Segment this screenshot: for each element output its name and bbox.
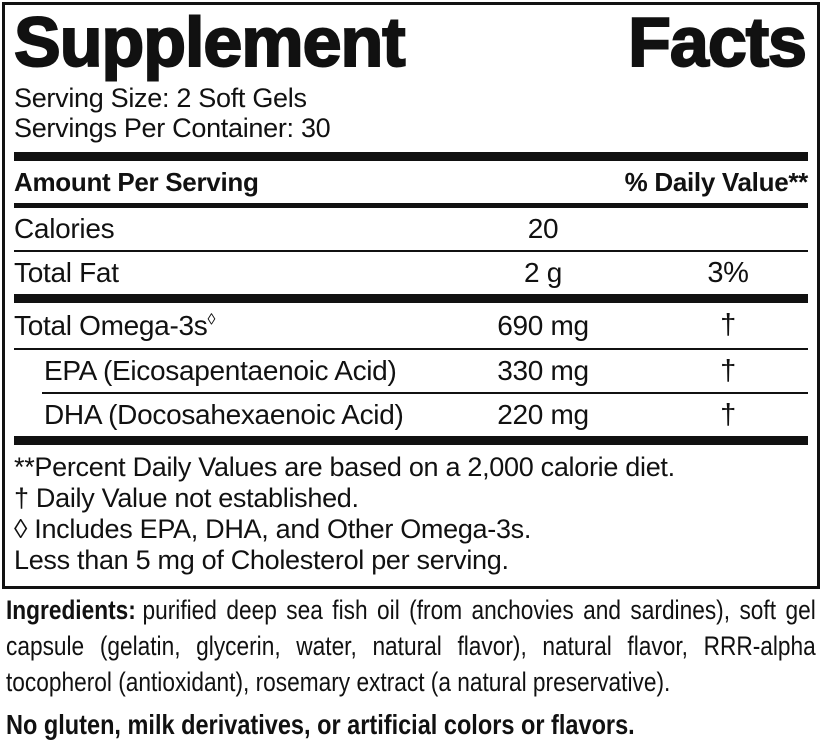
nutrient-amount: 20 [527, 213, 559, 244]
nutrient-daily-value: † [720, 398, 736, 431]
title-word-facts: Facts [627, 3, 808, 81]
divider-thin-indented [42, 392, 808, 394]
ingredients-label: Ingredients: [6, 595, 136, 625]
table-row-dha: DHA (Docosahexaenoic Acid) 220 mg † [14, 394, 808, 436]
divider-thick-top [14, 152, 808, 161]
footnote-dagger: † Daily Value not established. [14, 483, 359, 513]
nutrient-amount: 330 mg [497, 355, 589, 386]
ingredients-text: purified deep sea fish oil (from anchovi… [6, 595, 816, 697]
below-panel-text: Ingredients: purified deep sea fish oil (… [6, 592, 816, 741]
title-word-supplement: Supplement [13, 3, 407, 81]
supplement-facts-panel: Supplement Facts Serving Size: 2 Soft Ge… [2, 2, 820, 589]
footnote-diamond: ◊ Includes EPA, DHA, and Other Omega-3s. [14, 514, 532, 544]
nutrient-name: Total Fat [14, 257, 119, 288]
table-row-epa: EPA (Eicosapentaenoic Acid) 330 mg † [14, 350, 808, 392]
table-header-row: Amount Per Serving % Daily Value** [14, 161, 808, 203]
footnote-cholesterol: Less than 5 mg of Cholesterol per servin… [14, 545, 509, 575]
divider-thin [14, 250, 808, 252]
nutrient-daily-value: † [720, 309, 736, 341]
nutrient-name: Calories [14, 213, 115, 244]
table-row-total-fat: Total Fat 2 g 3% [14, 252, 808, 294]
divider-thick-mid [14, 294, 808, 303]
divider-thick-bottom [14, 436, 808, 445]
ingredients-paragraph: Ingredients: purified deep sea fish oil (… [6, 592, 816, 700]
nutrient-name: EPA (Eicosapentaenoic Acid) [44, 355, 397, 386]
divider-thin [14, 348, 808, 350]
table-row-total-omega3: Total Omega-3s◊ 690 mg † [14, 303, 808, 348]
nutrient-amount: 2 g [523, 257, 563, 288]
nutrient-name: DHA (Docosahexaenoic Acid) [44, 399, 404, 430]
footnotes-block: **Percent Daily Values are based on a 2,… [14, 445, 808, 582]
nutrient-daily-value: † [720, 354, 736, 387]
daily-value-header: % Daily Value** [624, 167, 809, 197]
nutrient-amount: 220 mg [497, 399, 589, 430]
serving-size-text: Serving Size: 2 Soft Gels [14, 83, 307, 113]
footnote-percent-dv: **Percent Daily Values are based on a 2,… [14, 452, 675, 482]
amount-per-serving-header: Amount Per Serving [14, 167, 259, 197]
allergen-statement: No gluten, milk derivatives, or artifici… [6, 709, 635, 740]
nutrient-name: Total Omega-3s◊ [14, 310, 438, 342]
diamond-footnote-mark: ◊ [207, 311, 216, 329]
divider-medium-under-header [14, 203, 808, 208]
nutrient-amount: 690 mg [497, 309, 589, 341]
nutrient-daily-value: 3% [707, 256, 749, 289]
nutrient-name-text: Total Omega-3s [14, 309, 208, 341]
servings-per-container-text: Servings Per Container: 30 [14, 113, 331, 143]
panel-title: Supplement Facts [13, 3, 808, 83]
table-row-calories: Calories 20 [14, 208, 808, 250]
